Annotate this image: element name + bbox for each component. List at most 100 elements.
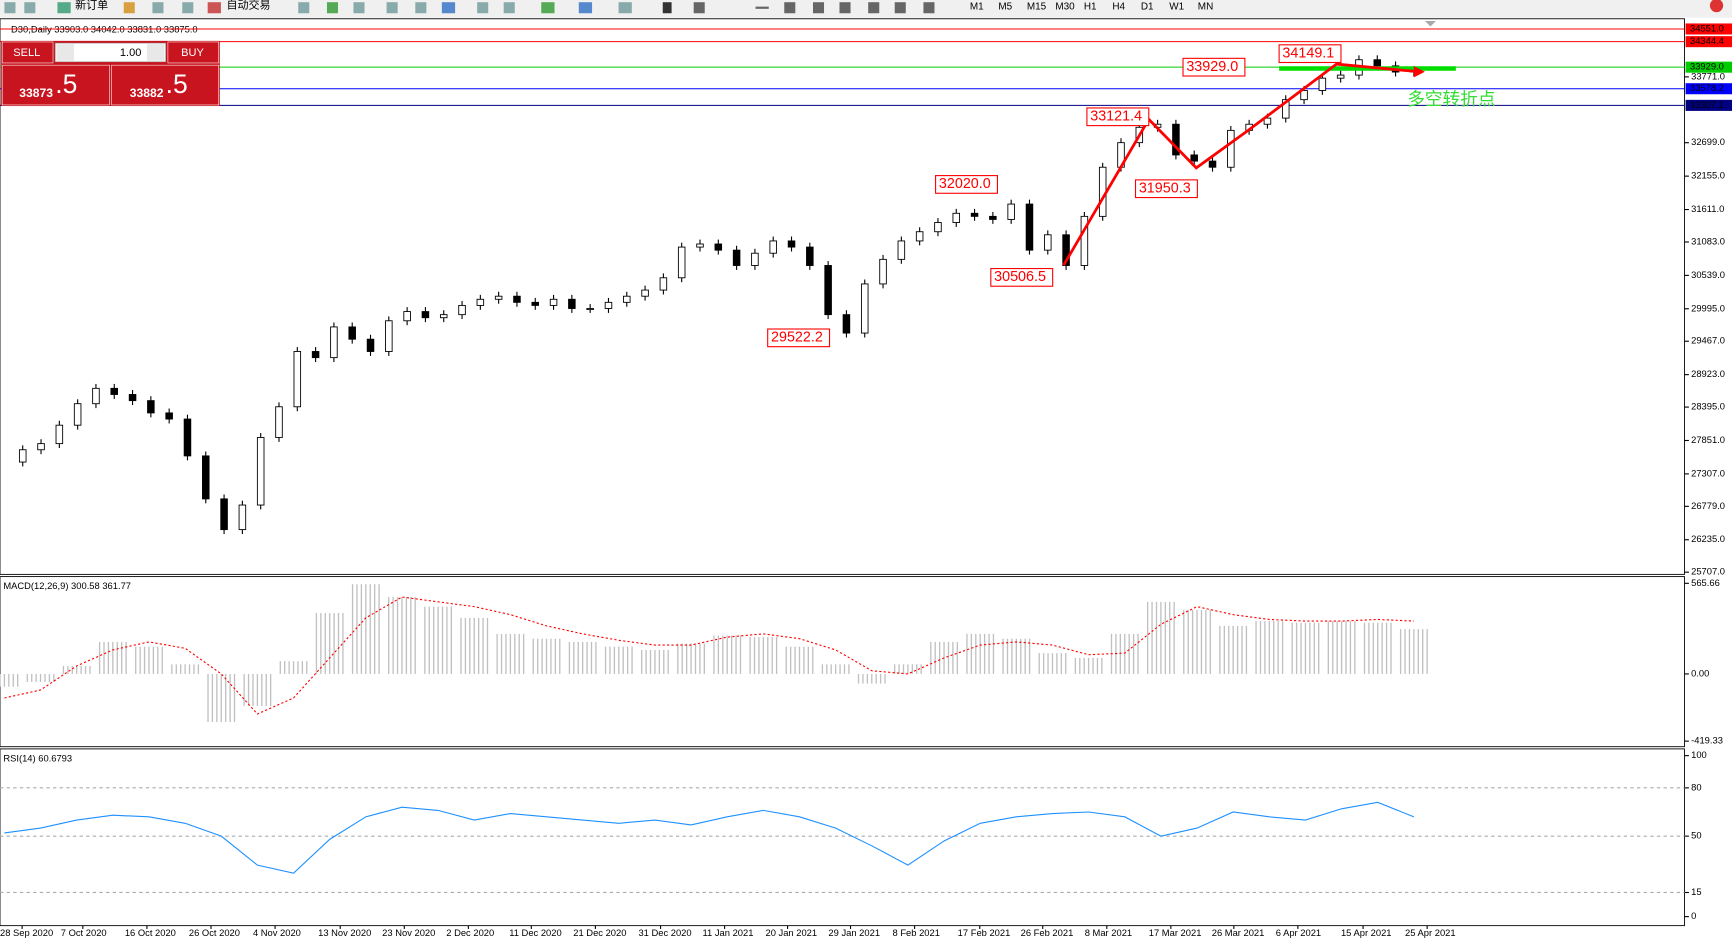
icon[interactable]	[441, 2, 456, 14]
candle	[458, 304, 466, 316]
alert-icon[interactable]	[1709, 0, 1724, 13]
candle	[1208, 160, 1217, 168]
timeframe-button[interactable]: W1	[1169, 1, 1184, 12]
price-annotation-box	[1134, 179, 1198, 199]
buy-button[interactable]	[167, 41, 219, 64]
bid-main[interactable]: 33873	[19, 86, 53, 100]
icon[interactable]	[541, 2, 555, 14]
icon[interactable]	[755, 6, 769, 9]
x-tick-label: 13 Nov 2020	[318, 928, 371, 938]
timeframe-button[interactable]: H1	[1084, 1, 1097, 12]
x-tick-label: 29 Jan 2021	[828, 928, 880, 938]
icon[interactable]	[923, 2, 935, 14]
x-tick-label: 17 Mar 2021	[1149, 928, 1202, 938]
y-tick-label: 0.00	[1691, 668, 1709, 678]
sell-label[interactable]: SELL	[13, 47, 40, 59]
price-annotation: 34149.1	[1282, 45, 1334, 61]
candle	[897, 240, 906, 260]
ask-main[interactable]: 33882	[130, 86, 164, 100]
candle	[202, 455, 210, 500]
icon[interactable]	[298, 2, 310, 14]
y-tick-label: 50	[1691, 831, 1701, 841]
timeframe-button[interactable]: MN	[1198, 1, 1213, 12]
price-annotation: 29522.2	[771, 330, 823, 346]
icon[interactable]	[326, 2, 339, 14]
y-tick-label: 30539.0	[1691, 270, 1725, 280]
auto-trading-button[interactable]: 自动交易	[226, 0, 270, 11]
candle	[714, 243, 723, 251]
candle	[256, 437, 265, 506]
y-tick-label: 27851.0	[1691, 435, 1725, 445]
icon[interactable]	[57, 2, 71, 14]
icon[interactable]	[123, 2, 135, 14]
x-tick-label: 17 Feb 2021	[958, 928, 1011, 938]
y-tick-label: 80	[1691, 782, 1701, 792]
trend-arrow	[1062, 62, 1420, 266]
timeframe-button[interactable]: D1	[1141, 1, 1154, 12]
icon[interactable]	[784, 2, 796, 14]
lots-input[interactable]	[54, 42, 166, 63]
timeframe-button[interactable]: M5	[998, 1, 1012, 12]
x-tick-label: 25 Apr 2021	[1405, 928, 1456, 938]
candle	[220, 498, 228, 531]
candle	[55, 424, 64, 445]
icon[interactable]	[24, 2, 36, 14]
lots-up[interactable]	[146, 44, 165, 61]
icon[interactable]	[415, 2, 427, 14]
ask-fraction[interactable]: .5	[166, 69, 188, 99]
lots-value[interactable]: 1.00	[120, 47, 141, 59]
timeframe-button[interactable]: H4	[1112, 1, 1125, 12]
candle	[604, 301, 613, 309]
icon[interactable]	[812, 2, 825, 14]
candle	[110, 387, 119, 395]
candle	[1281, 99, 1290, 119]
y-tick-label: 28923.0	[1691, 369, 1725, 379]
bid-box[interactable]	[1, 64, 110, 106]
sell-button[interactable]	[1, 41, 54, 64]
icon[interactable]	[353, 2, 365, 14]
icon[interactable]	[618, 2, 632, 14]
price-annotation: 32020.0	[939, 176, 991, 192]
plot-layer: 33771.0 32699.0 32155.0 31611.0 31083.0 30539…	[0, 23, 1732, 938]
icon[interactable]	[4, 2, 16, 14]
candle	[677, 246, 686, 279]
icon[interactable]	[152, 2, 164, 14]
candle	[1318, 77, 1327, 91]
bid-fraction[interactable]: .5	[55, 69, 77, 99]
timeframe-button[interactable]: M1	[970, 1, 984, 12]
price-annotation: 31950.3	[1139, 181, 1191, 197]
candle	[915, 231, 924, 242]
icon[interactable]	[477, 2, 489, 14]
candle	[165, 412, 173, 420]
timeframe-button[interactable]: M15	[1027, 1, 1047, 12]
icon[interactable]	[894, 2, 906, 14]
rsi-line	[4, 801, 1415, 874]
icon[interactable]	[386, 2, 398, 14]
icon[interactable]	[693, 2, 705, 14]
icon[interactable]	[839, 2, 851, 14]
candle	[806, 246, 814, 266]
timeframe-button[interactable]: M30	[1055, 1, 1075, 12]
x-tick-label: 15 Apr 2021	[1341, 928, 1392, 938]
candle	[348, 326, 356, 340]
x-tick-label: 26 Feb 2021	[1021, 928, 1074, 938]
candle	[293, 351, 302, 408]
candle	[732, 249, 741, 266]
candle	[128, 394, 137, 402]
ask-box[interactable]	[111, 64, 219, 106]
y-tick-label: 27307.0	[1691, 468, 1725, 478]
x-tick-label: 2 Dec 2020	[446, 928, 494, 938]
buy-label[interactable]: BUY	[181, 47, 204, 59]
y-tick-label: 100	[1691, 750, 1707, 760]
icon[interactable]	[503, 2, 515, 14]
icon[interactable]	[578, 2, 593, 14]
x-tick-label: 4 Nov 2020	[253, 928, 301, 938]
icon[interactable]	[182, 2, 194, 14]
icon[interactable]	[868, 2, 880, 14]
icon[interactable]	[662, 2, 672, 14]
x-tick-label: 8 Feb 2021	[893, 928, 940, 938]
new-order-button[interactable]: 新订单	[75, 0, 108, 11]
lots-down[interactable]	[56, 44, 75, 61]
candle	[439, 314, 448, 319]
icon[interactable]	[207, 2, 221, 14]
